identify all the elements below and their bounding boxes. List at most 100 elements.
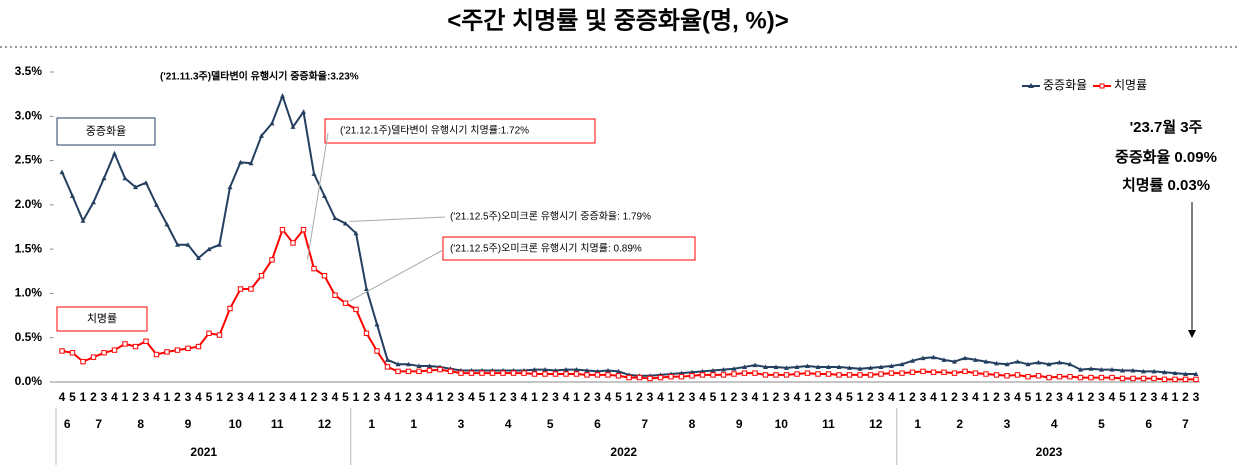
marker — [1130, 375, 1136, 382]
marker — [1098, 374, 1105, 381]
marker — [384, 364, 391, 370]
leader-line — [349, 216, 446, 222]
marker — [783, 372, 790, 378]
y-tick-label: 1.5% — [15, 241, 43, 255]
marker — [405, 368, 412, 375]
marker — [343, 220, 348, 226]
marker — [300, 226, 307, 233]
month-label: 8 — [689, 417, 696, 431]
marker — [647, 375, 653, 382]
month-label: 10 — [229, 417, 243, 431]
legend-label: 중증화율 — [1043, 78, 1087, 92]
marker — [983, 371, 989, 377]
week-label: 2 — [405, 390, 412, 404]
marker — [1161, 376, 1168, 383]
week-label: 1 — [216, 390, 223, 404]
marker — [332, 292, 338, 298]
marker — [878, 371, 884, 377]
marker — [1088, 366, 1094, 371]
week-label: 3 — [458, 390, 465, 404]
marker — [196, 255, 201, 260]
y-tick-label: 2.0% — [15, 197, 43, 211]
marker — [353, 306, 359, 313]
marker — [1056, 373, 1063, 380]
marker — [1193, 376, 1199, 383]
marker — [248, 160, 254, 166]
legend-marker — [1028, 83, 1034, 88]
marker — [269, 257, 275, 263]
y-tick-label: 2.5% — [15, 153, 43, 167]
month-label: 3 — [458, 417, 465, 431]
marker — [1004, 373, 1010, 379]
marker — [699, 372, 706, 378]
marker — [175, 242, 180, 247]
marker — [784, 365, 789, 370]
marker — [217, 242, 222, 247]
week-label: 4 — [521, 390, 528, 404]
marker — [1182, 376, 1189, 383]
marker — [962, 368, 968, 375]
marker — [552, 371, 559, 377]
marker — [731, 371, 737, 377]
week-label: 3 — [647, 390, 654, 404]
week-label: 2 — [542, 390, 549, 404]
marker — [531, 371, 538, 377]
marker — [1140, 375, 1147, 382]
week-label: 2 — [227, 390, 234, 404]
week-label: 3 — [143, 390, 150, 404]
marker — [741, 370, 748, 376]
week-label: 2 — [90, 390, 97, 404]
y-tick-label: 3.0% — [15, 108, 43, 122]
week-label: 4 — [836, 390, 843, 404]
week-label: 4 — [468, 390, 475, 404]
week-label: 1 — [395, 390, 402, 404]
legend-marker — [1099, 83, 1105, 89]
marker — [90, 354, 97, 360]
week-label: 2 — [584, 390, 591, 404]
week-label: 4 — [111, 390, 118, 404]
marker — [1109, 367, 1115, 372]
week-label: 4 — [248, 390, 255, 404]
week-label: 3 — [594, 390, 601, 404]
week-label: 4 — [59, 390, 66, 404]
week-label: 1 — [122, 390, 129, 404]
week-label: 3 — [689, 390, 696, 404]
marker — [227, 184, 233, 190]
month-label: 5 — [547, 417, 554, 431]
marker — [101, 350, 107, 356]
series-label-box — [56, 306, 148, 332]
marker — [1004, 361, 1010, 367]
marker — [1025, 373, 1031, 380]
y-tick-label: 0.0% — [15, 374, 43, 388]
chart-title: <주간 치명률 및 중증화율(명, %)> — [447, 7, 789, 34]
marker — [290, 240, 296, 246]
series-label-box — [56, 117, 156, 146]
month-label: 12 — [869, 417, 883, 431]
week-label: 2 — [867, 390, 874, 404]
week-label: 3 — [783, 390, 790, 404]
marker — [657, 374, 664, 381]
marker — [626, 374, 632, 381]
week-label: 1 — [1077, 390, 1084, 404]
week-label: 3 — [510, 390, 517, 404]
marker — [1067, 361, 1073, 367]
week-label: 3 — [552, 390, 559, 404]
month-label: 1 — [368, 417, 375, 431]
marker — [227, 305, 233, 312]
week-label: 4 — [1109, 390, 1116, 404]
week-label: 1 — [1172, 390, 1179, 404]
month-label: 6 — [64, 417, 71, 431]
week-label: 2 — [993, 390, 1000, 404]
month-label: 1 — [914, 417, 921, 431]
week-label: 4 — [930, 390, 937, 404]
week-label: 3 — [374, 390, 381, 404]
marker — [542, 371, 548, 377]
marker — [762, 372, 769, 378]
marker — [1119, 375, 1126, 382]
marker — [510, 370, 517, 376]
month-label: 12 — [318, 417, 332, 431]
week-label: 2 — [269, 390, 276, 404]
week-label: 3 — [416, 390, 423, 404]
marker — [1035, 373, 1042, 379]
year-label: 2022 — [610, 445, 637, 459]
